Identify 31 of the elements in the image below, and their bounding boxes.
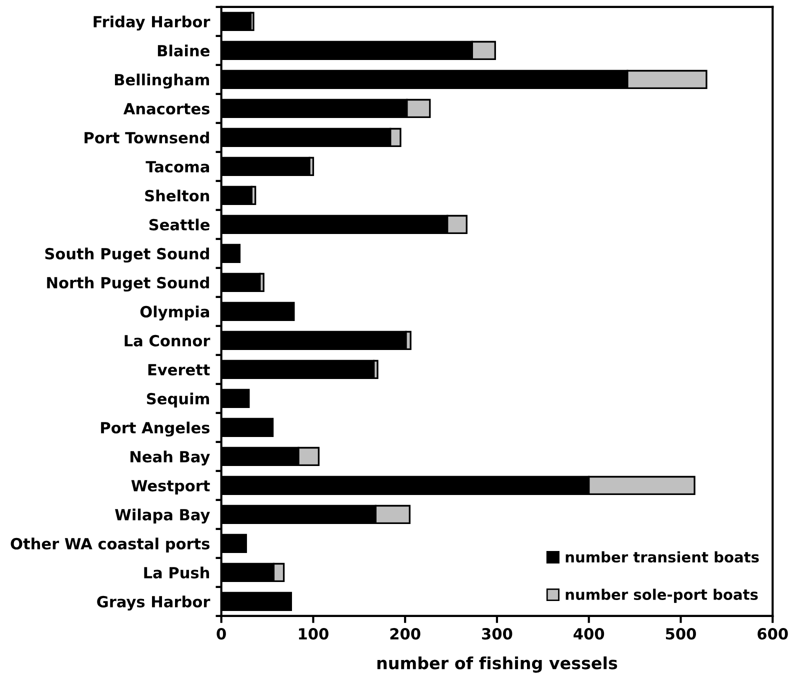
x-axis-title: number of fishing vessels — [377, 656, 618, 673]
y-tick-label: South Puget Sound — [45, 248, 209, 263]
y-tick-label: Friday Harbor — [94, 16, 210, 31]
x-tick-label: 400 — [574, 628, 604, 640]
x-tick-label: 300 — [482, 628, 512, 640]
y-tick-label: Anacortes — [123, 103, 210, 114]
y-tick-label: Westport — [131, 480, 210, 494]
y-tick-label: Sequim — [146, 392, 210, 408]
y-tick-label: Port Angeles — [101, 422, 210, 437]
legend-label: number transient boats — [566, 551, 759, 563]
y-tick-label: Neah Bay — [130, 450, 210, 466]
y-tick-label: North Puget Sound — [47, 276, 209, 292]
y-tick-label: Grays Harbor — [97, 596, 210, 611]
y-tick-label: Other WA coastal ports — [10, 538, 210, 552]
y-tick-label: Port Townsend — [84, 132, 209, 144]
y-tick-label: Blaine — [158, 44, 210, 56]
x-tick-label: 600 — [758, 628, 788, 640]
x-tick-label: 0 — [216, 628, 226, 640]
y-tick-label: Tacoma — [146, 161, 210, 172]
y-tick-label: Everett — [148, 364, 210, 376]
x-tick-label: 100 — [298, 628, 328, 640]
y-tick-label: Wilapa Bay — [115, 508, 210, 524]
x-tick-label: 500 — [666, 628, 696, 640]
legend-label: number sole-port boats — [566, 588, 758, 603]
y-tick-label: Shelton — [145, 190, 210, 202]
y-tick-label: Olympia — [140, 306, 210, 321]
y-tick-label: La Push — [144, 566, 210, 578]
y-tick-label: Bellingham — [114, 74, 210, 89]
y-tick-label: Seattle — [149, 218, 210, 230]
x-tick-label: 200 — [390, 628, 420, 640]
y-tick-label: La Connor — [124, 334, 210, 346]
